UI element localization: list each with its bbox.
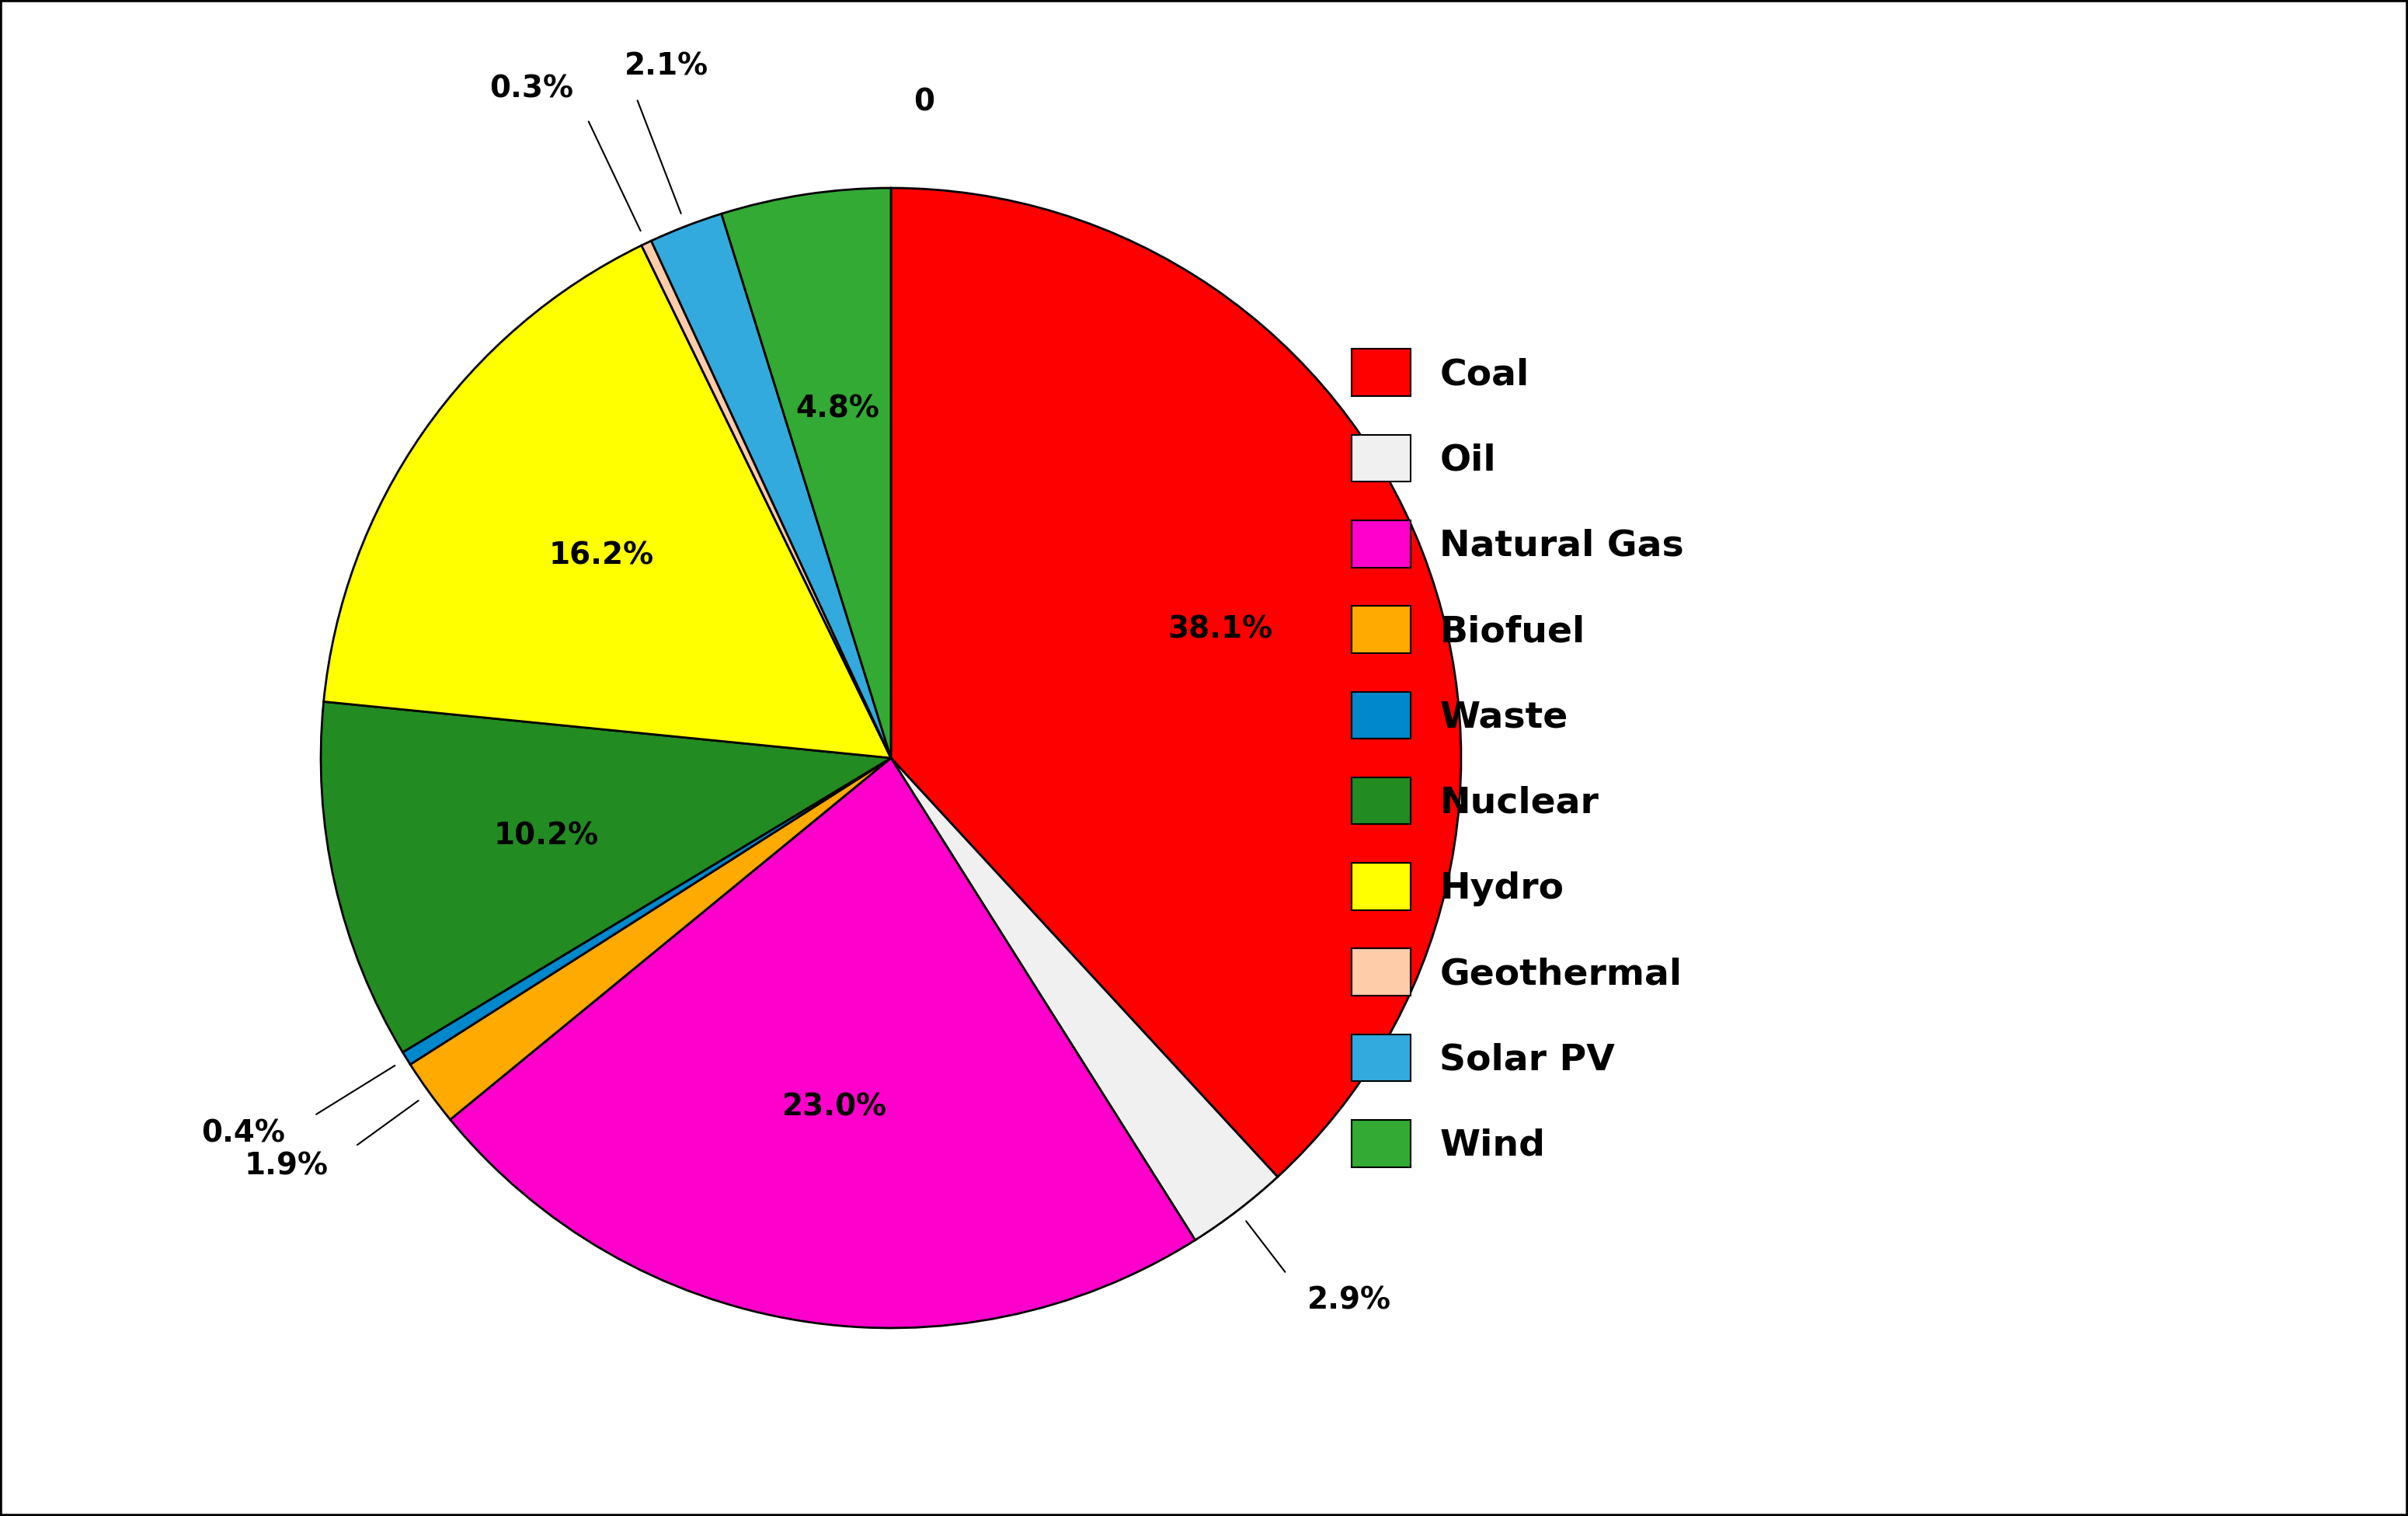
Wedge shape: [891, 758, 1279, 1240]
Wedge shape: [402, 758, 891, 1064]
Text: 23.0%: 23.0%: [783, 1092, 886, 1122]
Wedge shape: [323, 246, 891, 758]
Text: 16.2%: 16.2%: [549, 541, 653, 570]
Wedge shape: [722, 188, 891, 758]
Text: 2.1%: 2.1%: [624, 52, 708, 82]
Text: 0.3%: 0.3%: [489, 74, 573, 103]
Wedge shape: [650, 214, 891, 758]
Text: 2.9%: 2.9%: [1308, 1286, 1392, 1316]
Wedge shape: [450, 758, 1194, 1328]
Text: 10.2%: 10.2%: [494, 822, 600, 850]
Text: 38.1%: 38.1%: [1168, 614, 1274, 644]
Text: 0.4%: 0.4%: [202, 1119, 284, 1148]
Legend: Coal, Oil, Natural Gas, Biofuel, Waste, Nuclear, Hydro, Geothermal, Solar PV, Wi: Coal, Oil, Natural Gas, Biofuel, Waste, …: [1336, 335, 1698, 1181]
Wedge shape: [891, 188, 1462, 1176]
Wedge shape: [320, 702, 891, 1052]
Wedge shape: [641, 241, 891, 758]
Text: 1.9%: 1.9%: [243, 1152, 327, 1181]
Text: 0: 0: [913, 88, 934, 117]
Wedge shape: [409, 758, 891, 1120]
Text: 4.8%: 4.8%: [797, 394, 879, 423]
